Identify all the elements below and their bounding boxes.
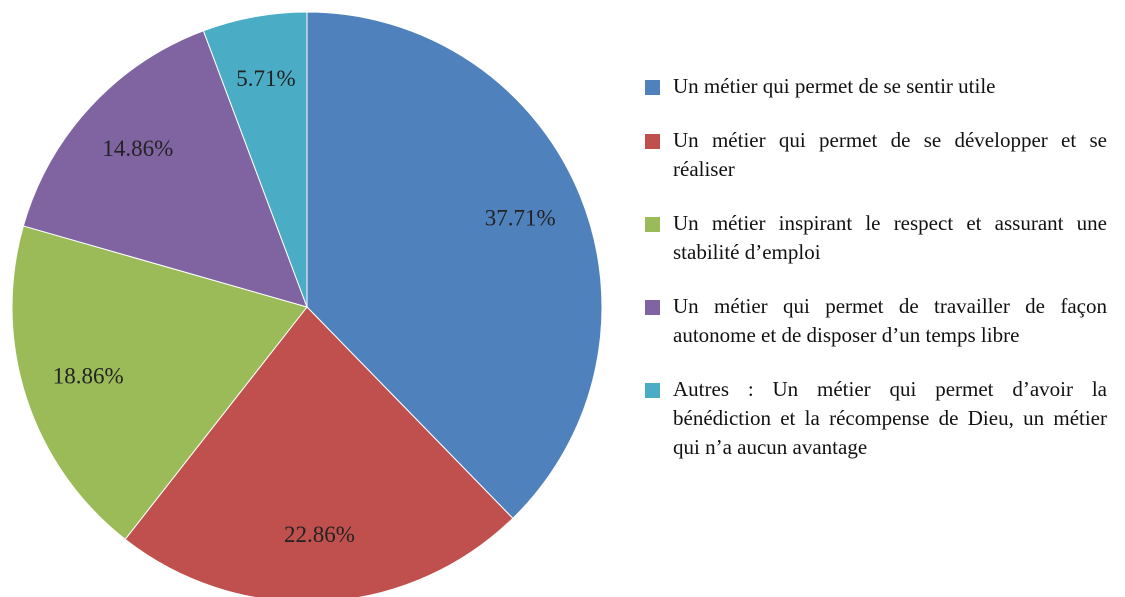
legend-item: Autres : Un métier qui permet d’avoir la… — [645, 375, 1107, 462]
legend-marker — [645, 300, 660, 315]
data-label: 18.86% — [53, 363, 124, 388]
legend-marker — [645, 134, 660, 149]
pie-slice — [202, 11, 308, 308]
legend-marker — [645, 383, 660, 398]
data-label: 37.71% — [485, 206, 556, 231]
legend-label: Un métier inspirant le respect et assura… — [673, 211, 1107, 264]
legend-marker — [645, 80, 660, 95]
legend-label: Un métier qui permet de travailler de fa… — [673, 294, 1107, 347]
pie-slice — [11, 225, 308, 541]
legend-label: Autres : Un métier qui permet d’avoir la… — [673, 377, 1107, 459]
pie-slice — [124, 306, 514, 597]
data-label: 14.86% — [102, 136, 173, 161]
legend-item: Un métier qui permet de se développer et… — [645, 126, 1107, 184]
legend-label: Un métier qui permet de se développer et… — [673, 128, 1107, 181]
legend: Un métier qui permet de se sentir utile U… — [645, 72, 1107, 487]
legend-item: Un métier qui permet de travailler de fa… — [645, 292, 1107, 350]
data-label: 5.71% — [236, 66, 295, 91]
legend-marker — [645, 217, 660, 232]
legend-label: Un métier qui permet de se sentir utile — [673, 74, 996, 98]
pie-slice — [306, 11, 603, 520]
data-label: 22.86% — [284, 522, 355, 547]
pie-slice — [22, 30, 308, 308]
legend-item: Un métier inspirant le respect et assura… — [645, 209, 1107, 267]
legend-item: Un métier qui permet de se sentir utile — [645, 72, 1107, 101]
